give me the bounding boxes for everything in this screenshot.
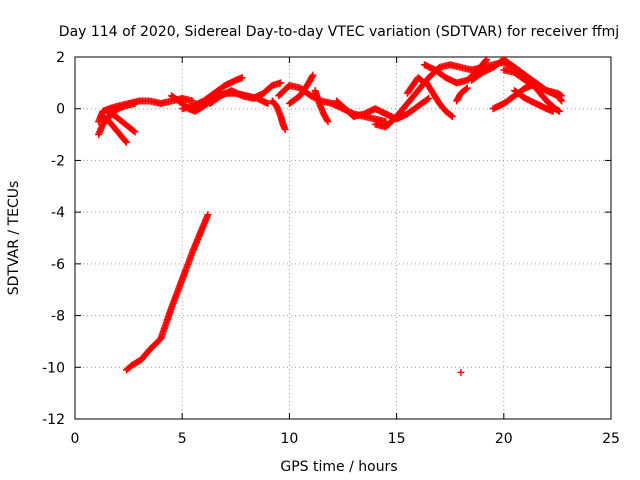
data-point [447,112,455,120]
data-point [424,95,432,103]
data-point [324,118,332,126]
data-point [483,56,491,64]
y-axis-label: SDTVAR / TECUs [6,181,22,296]
data-point [425,94,433,102]
data-point [549,107,557,115]
x-tick-label: 15 [388,431,406,447]
y-tick-label: -2 [51,153,65,169]
data-point [457,368,465,376]
x-tick-label: 0 [71,431,80,447]
data-point [122,138,130,146]
data-point [281,125,289,133]
data-point [204,211,212,219]
data-point [277,79,285,87]
data-point [238,74,246,82]
y-axis-ticks: -12 -10 -8 -6 -4 -2 0 2 [42,50,611,428]
y-tick-label: -4 [51,205,65,221]
data-point [131,128,139,136]
x-tick-label: 20 [495,431,513,447]
data-point [323,116,331,124]
y-tick-label: -10 [42,360,65,376]
data-point [482,57,490,65]
x-tick-label: 10 [280,431,298,447]
y-tick-label: 0 [56,102,65,118]
plot-frame [74,56,612,420]
data-point [463,84,471,92]
data-point [131,100,139,108]
data-point [462,85,470,93]
data-point [264,100,272,108]
y-tick-label: -6 [51,257,65,273]
x-axis-ticks: 0 5 10 15 20 25 [71,57,620,447]
x-tick-label: 5 [178,431,187,447]
y-tick-label: -8 [51,309,65,325]
chart-title: Day 114 of 2020, Sidereal Day-to-day VTE… [59,24,619,40]
data-point [448,112,456,120]
x-tick-label: 25 [602,431,620,447]
data-point [130,127,138,135]
y-tick-label: 2 [56,50,65,66]
data-point [419,78,427,86]
y-tick-label: -12 [42,412,65,428]
x-axis-label: GPS time / hours [280,459,397,475]
data-points [95,56,566,376]
data-point [556,107,564,115]
data-point [122,137,130,145]
data-point [308,72,316,80]
data-point [309,71,317,79]
data-point [558,92,566,100]
